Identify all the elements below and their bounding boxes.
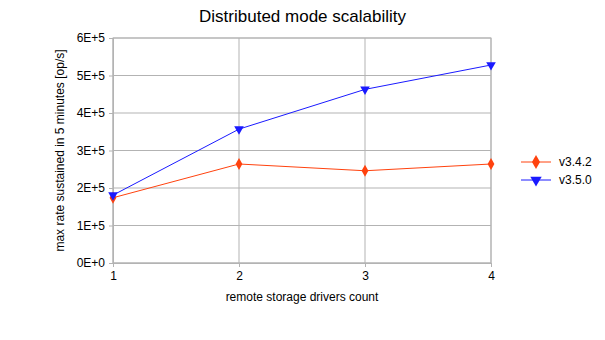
y-tick: 4E+5 [77,106,113,120]
plot-area: 1 2 3 4 0E+0 1E+5 2E+5 3E+5 4E+5 5E+5 6E+5 [77,31,496,282]
y-tick: 3E+5 [77,144,113,158]
series-line [113,65,491,195]
x-tick-mark [365,263,366,267]
series-marker [362,165,369,177]
y-axis: 0E+0 1E+5 2E+5 3E+5 4E+5 5E+5 6E+5 [77,31,114,270]
chart: 1 2 3 4 0E+0 1E+5 2E+5 3E+5 4E+5 5E+5 6E+5 Distribu… [0,0,605,340]
y-axis-title: max rate sustained in 5 minutes [op/s] [53,49,67,251]
x-tick-mark [491,263,492,267]
y-tick-label: 3E+5 [77,144,106,158]
y-tick-mark [109,151,113,152]
y-tick: 2E+5 [77,181,113,195]
legend: v3.4.2 v3.5.0 [521,155,592,187]
series-marker [234,126,244,134]
y-tick-mark [109,263,113,264]
y-tick: 5E+5 [77,69,113,83]
y-tick-label: 0E+0 [77,256,106,270]
grid [113,38,491,263]
y-tick-label: 5E+5 [77,69,106,83]
plot-frame [113,38,491,263]
y-tick: 6E+5 [77,31,113,45]
x-tick: 2 [236,263,243,283]
y-tick-mark [109,113,113,114]
y-grid-line [113,150,491,151]
x-tick: 4 [488,263,495,283]
series-marker [108,192,118,200]
x-tick-label: 4 [488,269,495,283]
y-tick-mark [109,76,113,77]
y-grid-line [113,113,491,114]
x-grid-line [239,38,240,263]
y-tick-mark [109,226,113,227]
y-grid-line [113,188,491,189]
x-tick: 1 [110,263,117,283]
x-axis-line [114,264,492,268]
x-tick: 3 [362,263,369,283]
y-tick: 1E+5 [77,219,113,233]
series-marker [488,158,495,170]
legend-item: v3.5.0 [521,173,592,187]
x-tick-label: 3 [362,269,369,283]
x-axis-title: remote storage drivers count [226,290,379,304]
x-grid-line [365,38,366,263]
chart-title: Distributed mode scalability [199,7,406,26]
y-tick-label: 6E+5 [77,31,106,45]
legend-label: v3.5.0 [559,173,592,187]
series-group [108,62,496,203]
x-axis: 1 2 3 4 [110,263,495,283]
y-tick-label: 2E+5 [77,181,106,195]
x-tick-label: 1 [110,269,117,283]
series-marker [360,87,370,95]
x-tick-label: 2 [236,269,243,283]
legend-item: v3.4.2 [521,155,592,169]
series-marker [486,62,496,70]
series-line [113,164,491,198]
y-tick-label: 4E+5 [77,106,106,120]
y-tick-label: 1E+5 [77,219,106,233]
y-axis-line [109,39,114,264]
legend-label: v3.4.2 [559,155,592,169]
y-tick: 0E+0 [77,256,113,270]
y-tick-mark [109,38,113,39]
x-tick-mark [239,263,240,267]
y-grid-line [113,225,491,226]
legend-marker [530,177,541,187]
series-marker [236,158,243,170]
legend-marker [532,155,540,169]
y-tick-mark [109,188,113,189]
